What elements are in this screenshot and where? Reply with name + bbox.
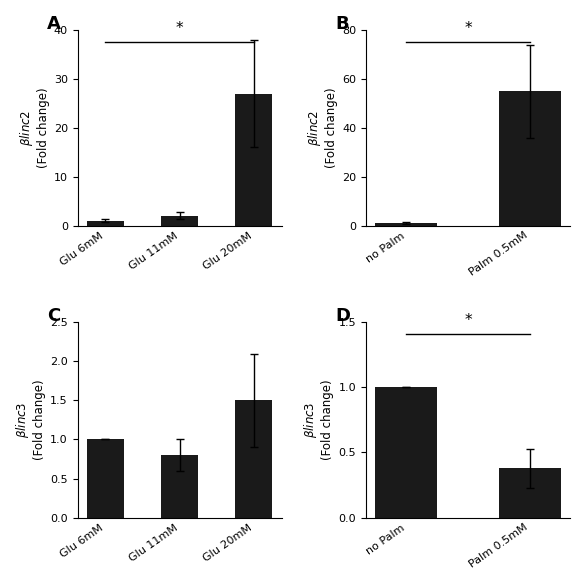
Y-axis label: $\it{βlinc2}$
(Fold change): $\it{βlinc2}$ (Fold change) <box>18 88 50 168</box>
Bar <box>235 401 272 517</box>
Y-axis label: $\it{βlinc3}$
(Fold change): $\it{βlinc3}$ (Fold change) <box>14 380 46 460</box>
Bar <box>499 468 561 517</box>
Text: *: * <box>176 21 183 36</box>
Bar <box>87 221 124 225</box>
Bar <box>87 440 124 517</box>
Bar <box>376 223 437 225</box>
Bar <box>499 91 561 225</box>
Bar <box>376 387 437 517</box>
Bar <box>161 455 198 517</box>
Y-axis label: $\it{βlinc3}$
(Fold change): $\it{βlinc3}$ (Fold change) <box>303 380 335 460</box>
Text: A: A <box>47 15 61 33</box>
Text: B: B <box>335 15 349 33</box>
Text: C: C <box>47 307 60 325</box>
Text: *: * <box>464 313 472 328</box>
Text: D: D <box>335 307 350 325</box>
Y-axis label: $\it{βlinc2}$
(Fold change): $\it{βlinc2}$ (Fold change) <box>306 88 338 168</box>
Bar <box>161 216 198 225</box>
Bar <box>235 94 272 225</box>
Text: *: * <box>464 21 472 36</box>
